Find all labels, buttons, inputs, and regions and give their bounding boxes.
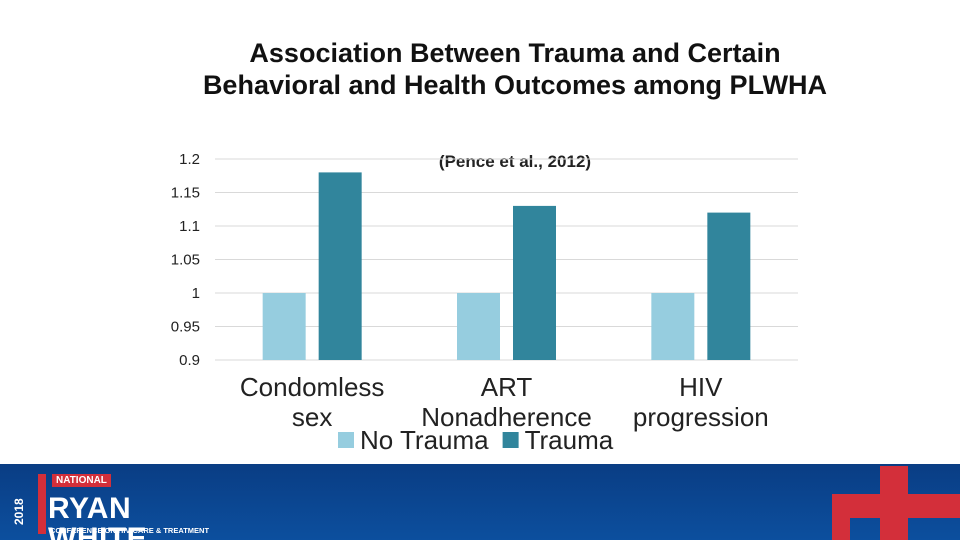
y-tick-label: 1.15	[171, 185, 200, 202]
bar-chart: 1.21.151.11.0510.950.9CondomlesssexARTNo…	[171, 151, 798, 455]
slide: Association Between Trauma and Certain B…	[0, 38, 960, 554]
x-category-label: Condomless	[240, 372, 385, 402]
legend-swatch-no-trauma	[338, 432, 354, 448]
chart-title: Association Between Trauma and Certain B…	[202, 38, 828, 100]
legend-label-trauma: Trauma	[525, 425, 614, 455]
bar-trauma	[513, 205, 556, 360]
y-tick-label: 0.95	[171, 319, 200, 336]
conference-logo: 2018 NATIONAL RYAN WHITE CONFERENCE ON H…	[12, 472, 212, 554]
y-tick-label: 1.05	[171, 252, 200, 269]
bar-no-trauma	[651, 293, 695, 360]
bar-no-trauma	[262, 293, 306, 360]
logo-subtitle: CONFERENCE ON HIV CARE & TREATMENT	[50, 526, 210, 535]
x-category-label: ART	[481, 372, 533, 402]
logo-national-label: NATIONAL	[52, 474, 111, 487]
legend-label-no-trauma: No Trauma	[360, 425, 489, 455]
y-tick-label: 1.1	[179, 218, 200, 235]
bar-trauma	[707, 212, 751, 360]
bar-no-trauma	[457, 293, 500, 360]
y-tick-label: 1.2	[179, 151, 200, 168]
x-category-label: HIV	[679, 372, 723, 402]
footer-banner	[0, 464, 960, 540]
bar-trauma	[318, 172, 362, 360]
logo-year: 2018	[12, 498, 26, 526]
y-tick-label: 1	[192, 285, 200, 302]
logo-name: RYAN WHITE	[48, 492, 148, 555]
x-category-label: Nonadherence	[421, 402, 592, 432]
chart-subtitle: (Pence et al., 2012)	[438, 152, 592, 171]
x-category-label: progression	[633, 402, 769, 432]
corner-cross-foot	[832, 494, 850, 540]
legend-swatch-trauma	[502, 432, 519, 448]
x-category-label: sex	[292, 402, 332, 432]
corner-cross-vertical	[880, 466, 908, 540]
y-tick-label: 0.9	[179, 352, 200, 369]
logo-red-bar	[38, 474, 46, 534]
